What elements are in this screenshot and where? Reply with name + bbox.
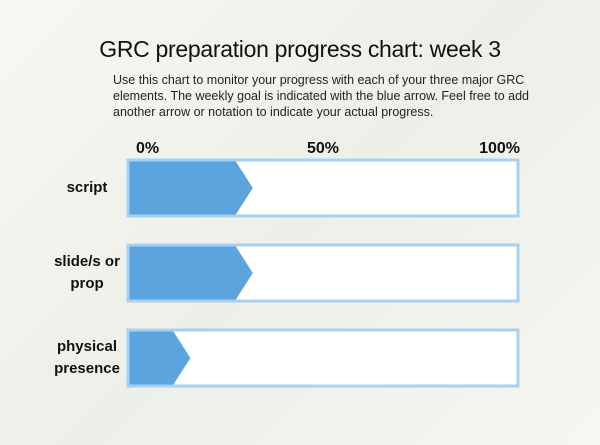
category-label: slide/s or prop [54, 253, 120, 292]
x-tick-label: 50% [307, 140, 339, 157]
goal-arrow [129, 246, 253, 300]
x-tick-label: 100% [479, 140, 520, 157]
goal-arrow [129, 331, 191, 385]
goal-arrow [129, 161, 253, 215]
bar-track [126, 328, 520, 388]
chart-title: GRC preparation progress chart: week 3 [99, 36, 501, 62]
x-tick-label: 0% [136, 140, 159, 157]
chart-subtitle: Use this chart to monitor your progress … [113, 73, 529, 119]
category-label: script [66, 179, 108, 196]
category-label: physical presence [54, 338, 120, 377]
